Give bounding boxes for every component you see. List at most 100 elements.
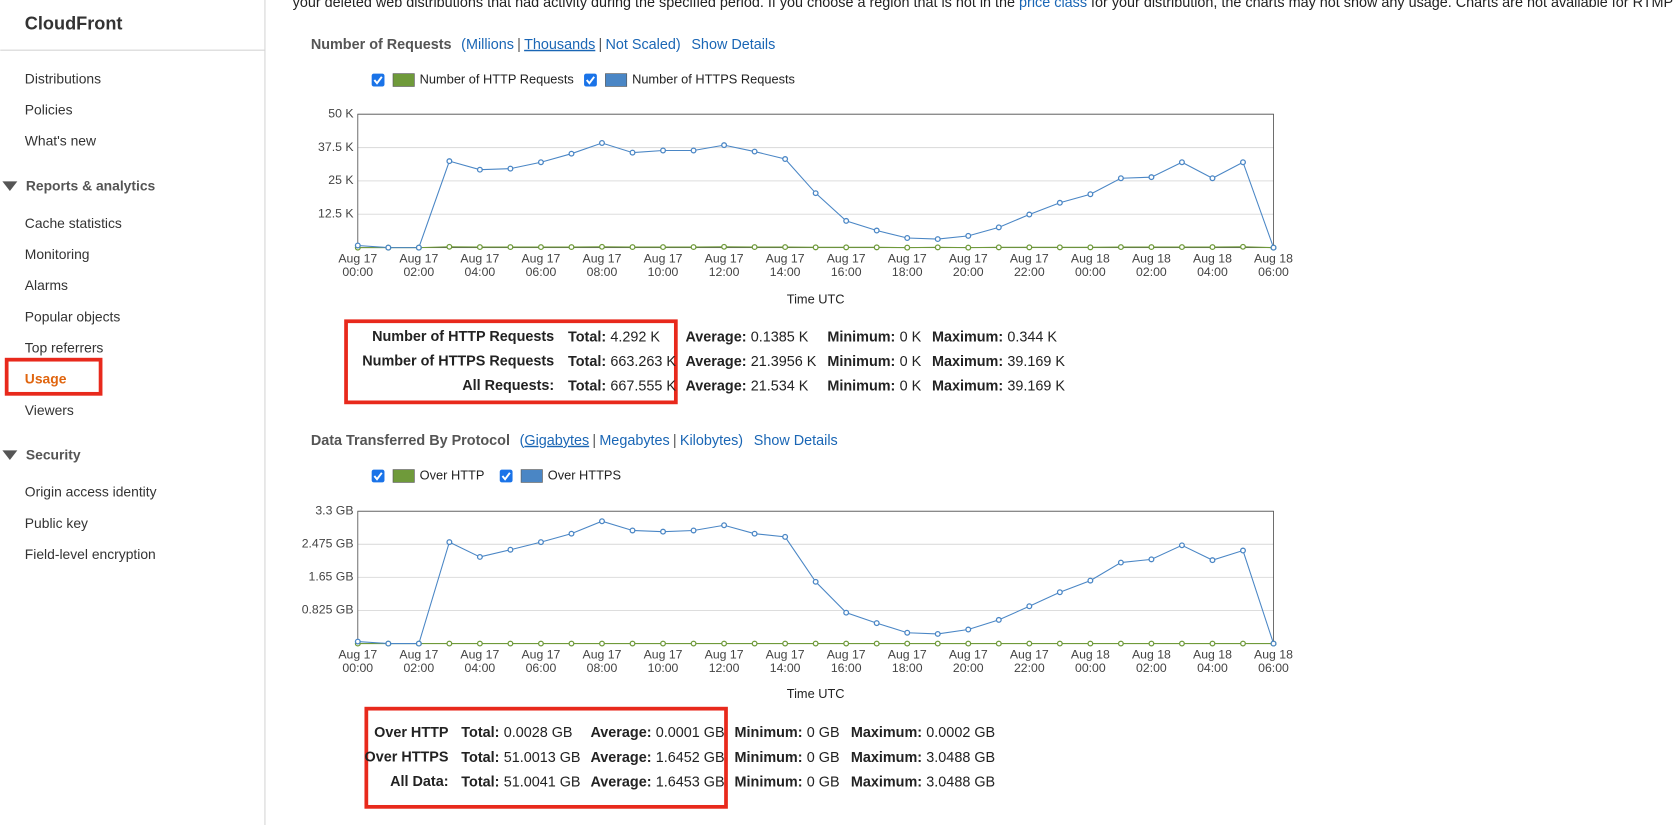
show-details-link[interactable]: Show Details <box>754 433 838 449</box>
data-point <box>1148 174 1155 181</box>
data-point <box>507 640 514 647</box>
sidebar-title: CloudFront <box>25 13 123 33</box>
stat-label: Minimum: <box>735 774 803 790</box>
nav-item[interactable]: What's new <box>25 133 97 149</box>
collapse-triangle[interactable] <box>2 450 18 460</box>
data-point <box>507 546 514 553</box>
stat-cell: Average: 1.6452 GB <box>590 750 724 766</box>
x-tick-label: Aug 17 02:00 <box>399 252 438 280</box>
nav-item[interactable]: Public key <box>25 515 88 531</box>
stat-label: Maximum: <box>851 750 922 766</box>
y-tick-label: 0.825 GB <box>302 603 354 617</box>
stat-cell: Minimum: 0 K <box>827 329 921 345</box>
price-class-link[interactable]: price class <box>1019 0 1087 11</box>
data-point <box>934 640 941 647</box>
data-point <box>934 236 941 243</box>
data-point <box>782 533 789 540</box>
stat-label: Average: <box>590 750 651 766</box>
data-point <box>568 150 575 157</box>
x-tick-label: Aug 17 02:00 <box>399 648 438 676</box>
data-point <box>1178 640 1185 647</box>
x-tick-label: Aug 17 10:00 <box>644 648 683 676</box>
x-tick-label: Aug 18 06:00 <box>1254 648 1293 676</box>
nav-item[interactable]: Top referrers <box>25 339 104 355</box>
paren: ) <box>676 37 681 53</box>
nav-group-title[interactable]: Reports & analytics <box>26 177 156 193</box>
data-point <box>1087 640 1094 647</box>
data-point <box>965 626 972 633</box>
stat-label: Maximum: <box>851 725 922 741</box>
stat-value: 3.0488 GB <box>926 774 995 790</box>
legend-checkbox[interactable] <box>371 73 385 87</box>
scale-link[interactable]: Thousands <box>524 37 595 53</box>
x-tick-label: Aug 17 22:00 <box>1010 648 1049 676</box>
nav-item[interactable]: Alarms <box>25 277 68 293</box>
section-header: Data Transferred By Protocol (Gigabytes | M… <box>311 433 838 449</box>
stat-value: 1.6452 GB <box>656 750 725 766</box>
data-point <box>934 630 941 637</box>
stat-label: Minimum: <box>827 354 895 370</box>
legend-checkbox[interactable] <box>584 73 597 87</box>
nav-group-title[interactable]: Security <box>26 446 81 462</box>
data-point <box>721 142 728 149</box>
nav-item[interactable]: Usage <box>25 371 67 387</box>
stat-cell: Minimum: 0 K <box>827 378 921 394</box>
stat-cell: Minimum: 0 GB <box>735 750 840 766</box>
data-point <box>446 243 453 250</box>
scale-link[interactable]: Kilobytes <box>680 433 738 449</box>
legend-checkbox[interactable] <box>499 469 513 483</box>
scale-link[interactable]: Not Scaled <box>605 37 675 53</box>
nav-item[interactable]: Viewers <box>25 402 74 418</box>
section-title: Data Transferred By Protocol <box>311 433 510 449</box>
data-point <box>965 640 972 647</box>
data-point <box>1240 640 1246 647</box>
stat-cell: Maximum: 3.0488 GB <box>851 750 995 766</box>
data-point <box>1240 159 1246 166</box>
x-tick-label: Aug 17 14:00 <box>766 252 805 280</box>
stat-cell: Total: 51.0041 GB <box>461 774 580 790</box>
legend-checkbox[interactable] <box>371 469 385 483</box>
data-point <box>385 640 392 647</box>
stat-label: Average: <box>685 329 746 345</box>
show-details-link[interactable]: Show Details <box>691 37 775 53</box>
scale-link[interactable]: Megabytes <box>599 433 669 449</box>
nav-item[interactable]: Monitoring <box>25 246 90 262</box>
x-tick-label: Aug 17 16:00 <box>827 648 866 676</box>
stat-cell: Total: 663.263 K <box>568 354 676 370</box>
stat-value: 21.534 K <box>751 378 809 394</box>
section-header: Number of Requests (Millions | Thousands | No… <box>311 37 775 53</box>
data-point <box>415 244 422 251</box>
data-point <box>843 640 850 647</box>
stat-label: Maximum: <box>932 354 1003 370</box>
legend-swatch <box>392 469 415 483</box>
nav-item[interactable]: Field-level encryption <box>25 546 156 562</box>
stat-value: 667.555 K <box>610 378 676 394</box>
nav-item[interactable]: Origin access identity <box>25 484 157 500</box>
data-point <box>1056 640 1063 647</box>
nav-item[interactable]: Policies <box>25 102 73 118</box>
x-tick-label: Aug 17 04:00 <box>460 252 499 280</box>
data-point <box>995 244 1002 251</box>
data-point <box>690 640 697 647</box>
y-tick-label: 2.475 GB <box>302 537 354 551</box>
y-tick-label: 37.5 K <box>318 140 354 154</box>
stat-cell: Total: 0.0028 GB <box>461 725 572 741</box>
data-point <box>629 149 636 156</box>
stat-label: Average: <box>685 378 746 394</box>
collapse-triangle[interactable] <box>2 181 18 192</box>
checkmark <box>373 472 383 481</box>
stat-cell: Minimum: 0 GB <box>735 725 840 741</box>
data-point <box>1117 559 1124 566</box>
nav-item[interactable]: Cache statistics <box>25 215 122 231</box>
data-point <box>1117 640 1124 647</box>
x-tick-label: Aug 17 00:00 <box>338 648 377 676</box>
data-point <box>965 244 972 251</box>
nav-item[interactable]: Distributions <box>25 71 101 87</box>
nav-item[interactable]: Popular objects <box>25 308 121 324</box>
legend-swatch <box>392 73 415 87</box>
intro-text-before: your deleted web distributions that had … <box>293 0 1019 11</box>
scale-link[interactable]: Gigabytes <box>524 433 589 449</box>
scale-link[interactable]: Millions <box>466 37 514 53</box>
data-point <box>476 553 483 560</box>
data-point <box>782 156 789 163</box>
